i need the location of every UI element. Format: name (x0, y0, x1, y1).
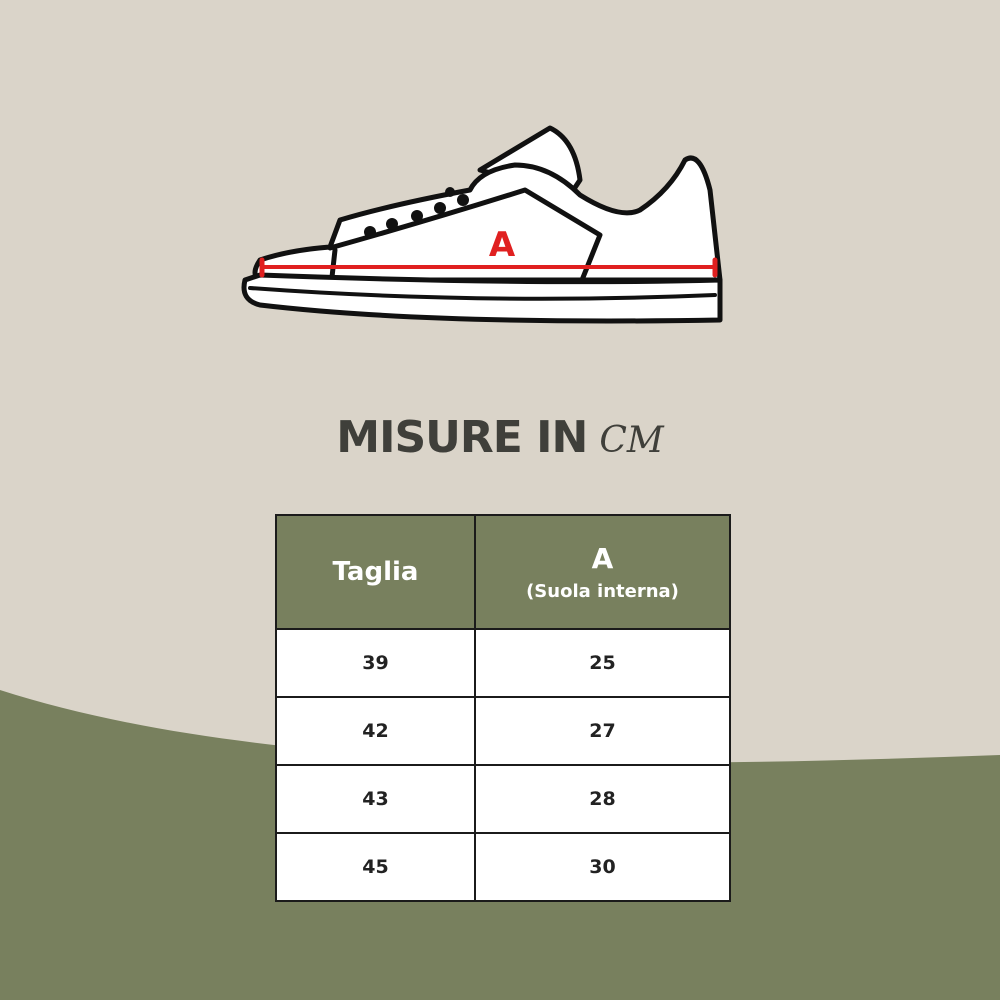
sneaker-icon: A (241, 125, 723, 324)
value-cell: 28 (474, 764, 731, 834)
header-measure-label: A (591, 542, 614, 575)
table-header-row: Taglia A (Suola interna) (275, 514, 731, 630)
table-row: 39 25 (275, 628, 731, 698)
size-cell: 42 (275, 696, 476, 766)
header-size: Taglia (275, 514, 476, 630)
title-unit: CM (599, 420, 664, 461)
size-cell: 39 (275, 628, 476, 698)
value-cell: 27 (474, 696, 731, 766)
measure-label: A (489, 225, 516, 265)
title-text: MISURE IN (336, 412, 588, 463)
header-measure: A (Suola interna) (474, 514, 731, 630)
table-row: 45 30 (275, 832, 731, 902)
size-cell: 43 (275, 764, 476, 834)
size-cell: 45 (275, 832, 476, 902)
table-row: 42 27 (275, 696, 731, 766)
value-cell: 25 (474, 628, 731, 698)
value-cell: 30 (474, 832, 731, 902)
page-title: MISURE IN CM (0, 412, 1000, 463)
size-table: Taglia A (Suola interna) 39 25 42 27 43 28 4… (275, 514, 731, 902)
header-measure-sub: (Suola interna) (526, 581, 679, 602)
table-row: 43 28 (275, 764, 731, 834)
